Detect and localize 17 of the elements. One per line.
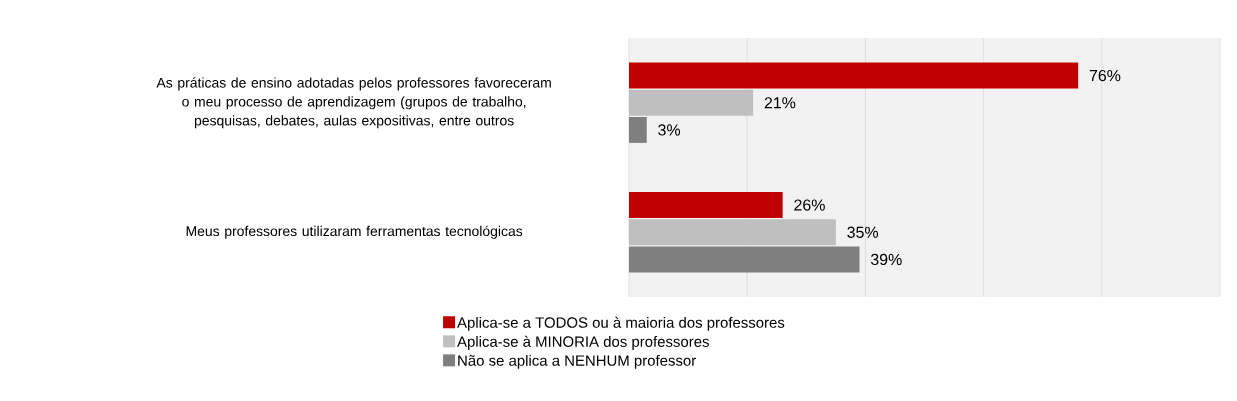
data-label: 76% bbox=[1089, 69, 1121, 82]
bar bbox=[629, 192, 783, 219]
bar bbox=[629, 246, 860, 273]
data-label: 39% bbox=[870, 253, 902, 266]
data-label: 21% bbox=[764, 97, 796, 109]
bar bbox=[629, 117, 647, 143]
bar bbox=[629, 62, 1079, 89]
bar bbox=[629, 219, 836, 246]
y-tick-label: Meus professores utilizaram ferramentas tecnológicas bbox=[186, 225, 523, 239]
data-label: 3% bbox=[658, 124, 681, 136]
legend-label: Aplica-se a TODOS ou à maioria dos professores bbox=[457, 316, 785, 331]
legend-label: Aplica-se à MINORIA dos professores bbox=[457, 335, 709, 350]
data-label: 35% bbox=[847, 226, 879, 238]
bar bbox=[629, 89, 754, 116]
y-tick-label: As práticas de ensino adotadas pelos professores favoreceram o meu processo de aprendizagem (grupos de trabalho, pesquisas, debates, aulas expositivas, entre outros bbox=[156, 77, 551, 129]
data-label: 26% bbox=[794, 199, 825, 211]
legend-label: Não se aplica a NENHUM professor bbox=[458, 354, 696, 369]
